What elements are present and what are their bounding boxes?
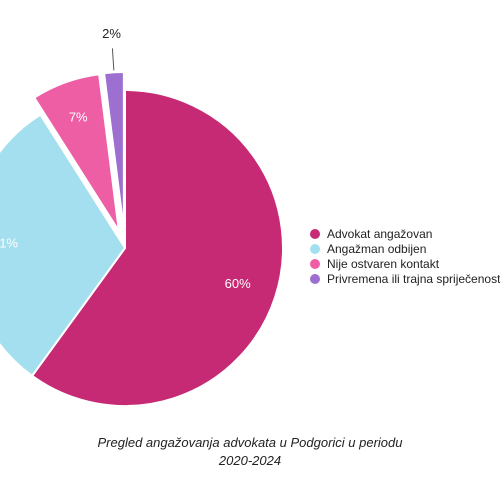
chart-caption: Pregled angažovanja advokata u Podgorici… xyxy=(0,434,500,470)
legend-item-advokat-angazovan: Advokat angažovan xyxy=(310,226,500,241)
pie-slice-0 xyxy=(30,88,284,407)
legend-swatch xyxy=(310,228,320,239)
pie-slice-2 xyxy=(32,73,120,232)
slice-value-label-2: 7% xyxy=(69,110,88,125)
pie-slices xyxy=(0,71,284,407)
chart-legend: Advokat angažovan Angažman odbijen Nije … xyxy=(310,226,500,286)
legend-swatch xyxy=(310,258,320,269)
leader-line-3 xyxy=(111,48,115,71)
legend-label: Privremena ili trajna spriječenost xyxy=(327,271,500,286)
legend-swatch xyxy=(310,273,320,284)
slice-value-label-1: 31% xyxy=(0,236,18,251)
pie-slice-1 xyxy=(0,113,127,378)
legend-label: Angažman odbijen xyxy=(327,241,427,256)
caption-line-2: 2020-2024 xyxy=(218,453,282,468)
legend-label: Advokat angažovan xyxy=(327,226,433,241)
legend-item-angazman-odbijen: Angažman odbijen xyxy=(310,241,500,256)
slice-value-label-0: 60% xyxy=(225,276,251,291)
legend-swatch xyxy=(310,243,320,254)
pie-slice-3 xyxy=(102,71,125,231)
slice-labels: 60% 31% 7% 2% xyxy=(0,26,251,291)
legend-item-nije-ostvaren-kontakt: Nije ostvaren kontakt xyxy=(310,256,500,271)
slice-value-label-3: 2% xyxy=(102,26,121,41)
caption-line-1: Pregled angažovanja advokata u Podgorici… xyxy=(97,435,403,450)
legend-item-privremena-ili-trajna-sprijecenost: Privremena ili trajna spriječenost xyxy=(310,271,500,286)
legend-label: Nije ostvaren kontakt xyxy=(327,256,440,271)
